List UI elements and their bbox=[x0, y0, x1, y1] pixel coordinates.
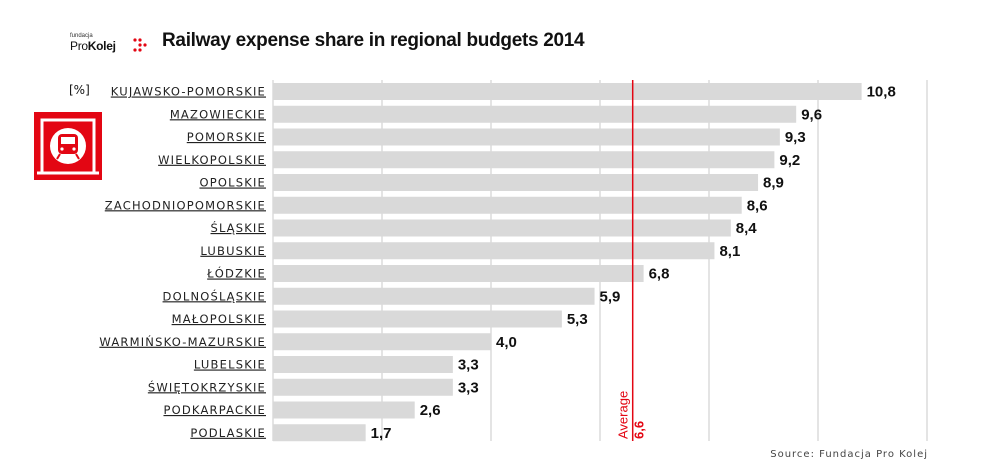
bar bbox=[273, 333, 491, 351]
bar bbox=[273, 174, 759, 191]
category-label: MAZOWIECKIE bbox=[170, 107, 266, 121]
value-label: 9,2 bbox=[779, 152, 800, 169]
category-label: OPOLSKIE bbox=[199, 176, 266, 190]
value-label: 3,3 bbox=[458, 379, 479, 396]
chart-title: Railway expense share in regional budget… bbox=[162, 30, 585, 51]
bar bbox=[273, 310, 562, 328]
category-label: ŁÓDZKIE bbox=[206, 266, 266, 281]
source-note: Source: Fundacja Pro Kolej bbox=[770, 449, 928, 460]
category-label: LUBUSKIE bbox=[200, 244, 266, 258]
bar bbox=[273, 196, 742, 214]
average-value: 6,6 bbox=[632, 421, 647, 439]
value-label: 5,3 bbox=[567, 311, 588, 328]
category-label: WIELKOPOLSKIE bbox=[158, 153, 266, 167]
train-sign-icon bbox=[34, 112, 102, 180]
category-label: DOLNOŚLĄSKIE bbox=[163, 288, 266, 303]
bar bbox=[273, 219, 731, 237]
value-label: 3,3 bbox=[458, 357, 479, 374]
category-label: KUJAWSKO-POMORSKIE bbox=[111, 85, 266, 99]
bar bbox=[273, 424, 366, 442]
value-label: 2,6 bbox=[420, 402, 441, 419]
bar bbox=[273, 378, 453, 396]
value-label: 8,6 bbox=[747, 197, 768, 214]
value-label: 4,0 bbox=[496, 334, 517, 351]
bar bbox=[273, 356, 453, 373]
category-label: PODLASKIE bbox=[190, 426, 266, 440]
pro-kolej-logo: fundacja ProKolej bbox=[70, 33, 160, 55]
logo-pro: Pro bbox=[70, 39, 88, 53]
value-label: 9,6 bbox=[801, 106, 822, 123]
logo-kolej: Kolej bbox=[87, 39, 116, 53]
logo-name: ProKolej bbox=[70, 39, 116, 53]
dots-arrow-icon bbox=[133, 38, 147, 52]
logo-small-text: fundacja bbox=[70, 33, 93, 39]
value-labels: 10,8 9,6 9,3 9,2 8,9 8,6 8,4 8,1 6,8 5,9 5,3 4,0 3,3… bbox=[371, 84, 896, 442]
category-label: PODKARPACKIE bbox=[163, 403, 266, 417]
bar bbox=[273, 83, 862, 100]
value-label: 6,8 bbox=[649, 266, 670, 283]
category-label: ZACHODNIOPOMORSKIE bbox=[105, 198, 266, 212]
bar bbox=[273, 287, 595, 305]
value-label: 9,3 bbox=[785, 129, 806, 146]
average-label: Average bbox=[616, 391, 631, 439]
category-label: ŚLĄSKIE bbox=[211, 220, 266, 235]
value-label: 8,1 bbox=[719, 243, 740, 260]
unit-label: [%] bbox=[69, 83, 90, 97]
value-label: 8,9 bbox=[763, 175, 784, 192]
value-label: 8,4 bbox=[736, 220, 758, 237]
category-label: LUBELSKIE bbox=[194, 358, 266, 372]
bar bbox=[273, 151, 775, 169]
value-label: 5,9 bbox=[600, 288, 621, 305]
value-label: 1,7 bbox=[371, 425, 392, 442]
bar bbox=[273, 128, 780, 146]
category-label: ŚWIĘTOKRZYSKIE bbox=[148, 379, 266, 394]
bar bbox=[273, 265, 644, 282]
bars bbox=[273, 83, 862, 442]
bar bbox=[273, 242, 715, 260]
category-labels: KUJAWSKO-POMORSKIE MAZOWIECKIE POMORSKIE WI… bbox=[99, 85, 266, 440]
category-label: POMORSKIE bbox=[187, 130, 266, 144]
bar bbox=[273, 105, 797, 123]
bar bbox=[273, 401, 415, 419]
category-label: MAŁOPOLSKIE bbox=[172, 312, 266, 326]
category-label: WARMIŃSKO-MAZURSKIE bbox=[99, 334, 266, 349]
value-label: 10,8 bbox=[867, 84, 896, 101]
